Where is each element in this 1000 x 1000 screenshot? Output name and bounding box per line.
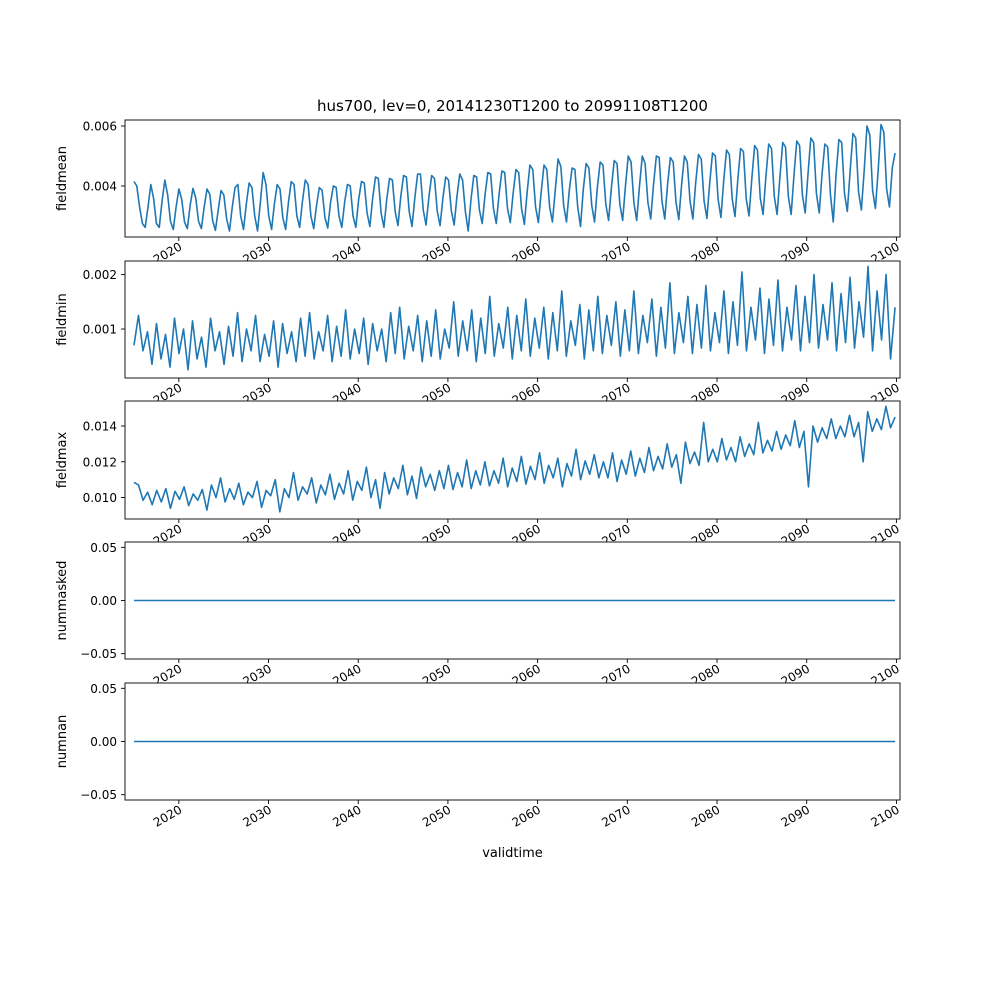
x-tick-label: 2090 <box>779 802 812 829</box>
y-tick-label-numnan: 0.00 <box>90 735 117 749</box>
tick-label-overlap-mask <box>0 401 1000 461</box>
chart-title: hus700, lev=0, 20141230T1200 to 20991108… <box>317 97 708 115</box>
x-tick-label: 2040 <box>330 802 363 829</box>
y-axis-label-fieldmin: fieldmin <box>55 293 70 346</box>
x-tick-label: 2020 <box>151 802 184 829</box>
x-tick-label: 2050 <box>420 802 453 829</box>
y-tick-label-fieldmax: 0.014 <box>83 420 117 434</box>
x-tick-label: 2080 <box>689 802 722 829</box>
y-tick-label-numnan: −0.05 <box>80 788 117 802</box>
y-tick-label-fieldmin: 0.001 <box>83 323 117 337</box>
y-axis-label-fieldmean: fieldmean <box>55 146 70 211</box>
x-tick-label: 2030 <box>241 802 274 829</box>
y-tick-label-nummasked: −0.05 <box>80 647 117 661</box>
x-tick-label: 2060 <box>510 802 543 829</box>
y-tick-label-nummasked: 0.05 <box>90 541 117 555</box>
x-tick-label: 2100 <box>868 802 901 829</box>
tick-label-overlap-mask <box>0 683 1000 743</box>
tick-label-overlap-mask <box>0 542 1000 602</box>
axes-frame-fieldmin <box>124 260 901 379</box>
axes-frame-fieldmax <box>124 400 901 520</box>
y-tick-label-fieldmax: 0.012 <box>83 455 117 469</box>
y-axis-label-nummasked: nummasked <box>55 561 70 641</box>
y-axis-label-numnan: numnan <box>55 715 70 769</box>
x-tick-label: 2070 <box>599 802 632 829</box>
y-tick-label-nummasked: 0.00 <box>90 594 117 608</box>
tick-label-overlap-mask <box>0 261 1000 321</box>
series-line-fieldmean <box>133 123 896 232</box>
axes-frame-fieldmean <box>124 119 901 238</box>
series-line-fieldmax <box>133 405 896 513</box>
y-tick-label-numnan: 0.05 <box>90 682 117 696</box>
y-tick-label-fieldmax: 0.010 <box>83 491 117 505</box>
x-axis-label: validtime <box>482 846 543 861</box>
series-line-fieldmin <box>133 265 896 371</box>
y-axis-label-fieldmax: fieldmax <box>55 432 70 489</box>
y-tick-label-fieldmin: 0.002 <box>83 268 117 282</box>
y-tick-label-fieldmean: 0.004 <box>83 180 117 194</box>
y-tick-label-fieldmean: 0.006 <box>83 120 117 134</box>
panels: 0.004 0.006 fieldmean 2020 2030 2040 2050 2060 2… <box>0 120 1000 830</box>
